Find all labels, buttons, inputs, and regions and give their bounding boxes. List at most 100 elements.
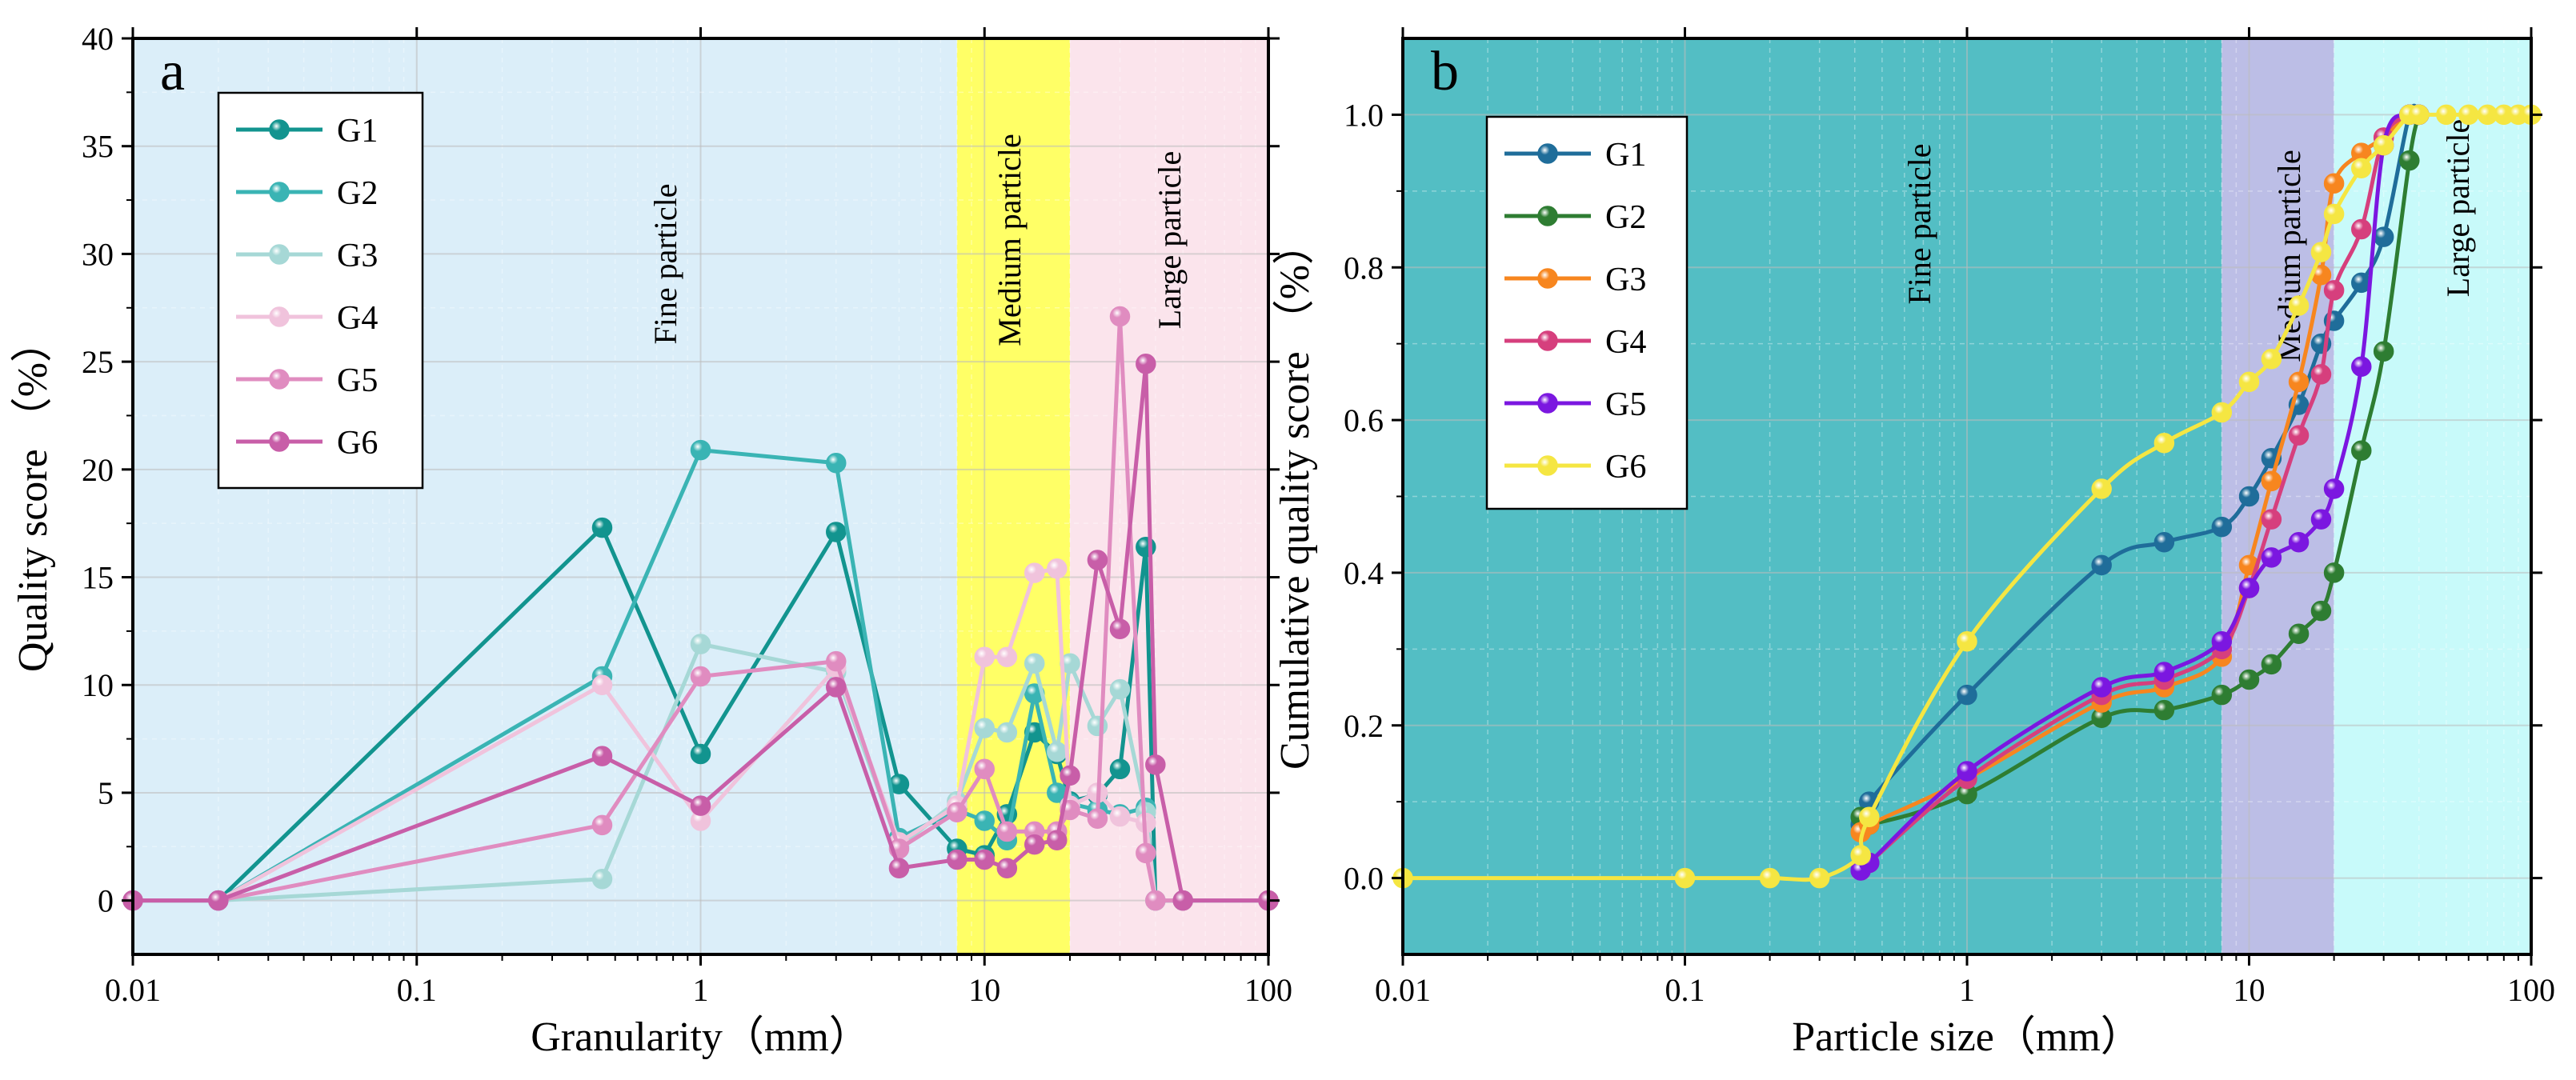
data-point-G6 <box>1674 867 1696 889</box>
data-point-G1 <box>1109 758 1131 780</box>
ticks: 0.01 0.1 1 10 100 0.0 0.2 0.4 0.6 0.8 1.0 <box>1344 27 2555 1008</box>
legend-marker <box>1537 455 1558 476</box>
data-point-G1 <box>826 522 847 542</box>
data-point-G1 <box>1957 684 1977 706</box>
data-point-G6 <box>1024 834 1045 855</box>
x-tick-label: 100 <box>1244 972 1292 1008</box>
y-tick-label: 20 <box>82 452 114 488</box>
data-point-G1 <box>2091 554 2112 576</box>
legend-label: G5 <box>337 362 378 399</box>
data-point-G4 <box>2261 509 2282 530</box>
data-point-G2 <box>2399 150 2420 171</box>
data-point-G1 <box>2211 516 2233 538</box>
legend-item-G6: G6 <box>236 425 378 462</box>
data-point-G1 <box>1136 537 1156 558</box>
data-point-G2 <box>2373 341 2394 362</box>
data-point-G1 <box>690 743 711 765</box>
data-point-G6 <box>826 677 847 698</box>
data-point-G6 <box>888 858 910 878</box>
legend-marker <box>1537 330 1558 351</box>
legend-item-G5: G5 <box>1504 386 1646 423</box>
legend-item-G6: G6 <box>1504 449 1646 486</box>
data-point-G3 <box>2288 371 2310 393</box>
data-point-G5 <box>1145 890 1166 911</box>
data-point-G1 <box>2238 486 2260 507</box>
region-label-fine-particle: Fine particle <box>1901 143 1937 304</box>
y-tick-label: 0.0 <box>1344 861 1384 897</box>
data-point-G1 <box>2373 226 2394 247</box>
legend-label: G3 <box>337 238 378 274</box>
y-tick-label: 0.8 <box>1344 250 1384 286</box>
data-point-G5 <box>826 650 847 672</box>
legend-label: G1 <box>1605 137 1646 174</box>
data-point-G6 <box>2458 104 2479 126</box>
legend-marker <box>269 306 290 327</box>
data-point-G6 <box>208 890 229 911</box>
data-point-G5 <box>2288 532 2310 553</box>
x-tick-label: 0.1 <box>1665 972 1705 1008</box>
data-point-G5 <box>974 758 995 780</box>
series-group <box>1392 103 2542 889</box>
data-point-G6 <box>1172 890 1193 911</box>
data-point-G2 <box>974 810 995 831</box>
y-tick-label: 1.0 <box>1344 97 1384 133</box>
data-point-G6 <box>2408 104 2430 126</box>
y-tick-label: 0.6 <box>1344 402 1384 438</box>
y-tick-label: 0 <box>98 883 114 919</box>
x-axis-label: Granularity（mm） <box>531 1014 871 1060</box>
legend-label: G2 <box>337 175 378 212</box>
data-point-G3 <box>1087 715 1108 737</box>
data-point-G3 <box>996 722 1018 743</box>
ticks: 0.01 0.1 1 10 100 0 5 10 15 20 25 30 35 40 <box>82 21 1292 1008</box>
data-point-G2 <box>2288 623 2310 644</box>
legend-marker <box>269 182 290 202</box>
data-point-G6 <box>1060 765 1080 786</box>
y-tick-label: 25 <box>82 344 114 380</box>
legend-label: G1 <box>337 113 378 150</box>
data-point-G4 <box>2351 218 2372 240</box>
panel-label: b <box>1431 41 1459 102</box>
data-point-G3 <box>1109 678 1131 700</box>
data-point-G5 <box>2261 547 2282 568</box>
region-label-large-particle: Large particle <box>1152 151 1188 329</box>
x-tick-label: 1 <box>693 972 709 1008</box>
data-point-G2 <box>2238 669 2260 690</box>
data-point-G6 <box>591 746 613 766</box>
data-point-G3 <box>2323 173 2345 194</box>
data-point-G6 <box>1850 845 1871 866</box>
data-point-G6 <box>2211 402 2233 423</box>
data-point-G6 <box>2310 242 2332 262</box>
panel-b: Fine particle Medium particle Large partic… <box>1272 27 2555 1060</box>
data-point-G6 <box>2238 371 2260 393</box>
data-point-G5 <box>690 666 711 687</box>
data-point-G2 <box>2261 654 2282 675</box>
data-point-G6 <box>1109 618 1131 639</box>
y-tick-label: 0.2 <box>1344 708 1384 744</box>
data-point-G2 <box>2310 600 2332 622</box>
data-point-G6 <box>1957 631 1977 652</box>
data-point-G5 <box>2323 478 2345 499</box>
legend-marker <box>1537 268 1558 289</box>
series-G2 <box>1850 104 2430 835</box>
y-tick-label: 5 <box>98 775 114 811</box>
y-tick-label: 35 <box>82 129 114 165</box>
data-point-G6 <box>1047 830 1068 850</box>
x-axis-label: Particle size（mm） <box>1792 1014 2142 1060</box>
data-point-G2 <box>2351 440 2372 461</box>
data-point-G2 <box>690 439 711 461</box>
legend-label: G2 <box>1605 199 1646 236</box>
data-point-G5 <box>2153 662 2175 682</box>
legend-marker <box>269 244 290 265</box>
data-point-G4 <box>974 646 995 667</box>
data-point-G5 <box>947 802 968 822</box>
y-axis-label: Cumulative quality score （%） <box>1272 223 1318 770</box>
legend-item-G1: G1 <box>1504 137 1646 174</box>
data-point-G4 <box>2323 280 2345 301</box>
panel-a: Fine particle Medium particle Large partic… <box>10 21 1292 1060</box>
y-tick-label: 40 <box>82 21 114 57</box>
y-tick-label: 30 <box>82 236 114 272</box>
legend-box <box>217 91 424 490</box>
x-tick-label: 100 <box>2507 972 2555 1008</box>
data-point-G6 <box>1145 754 1166 775</box>
